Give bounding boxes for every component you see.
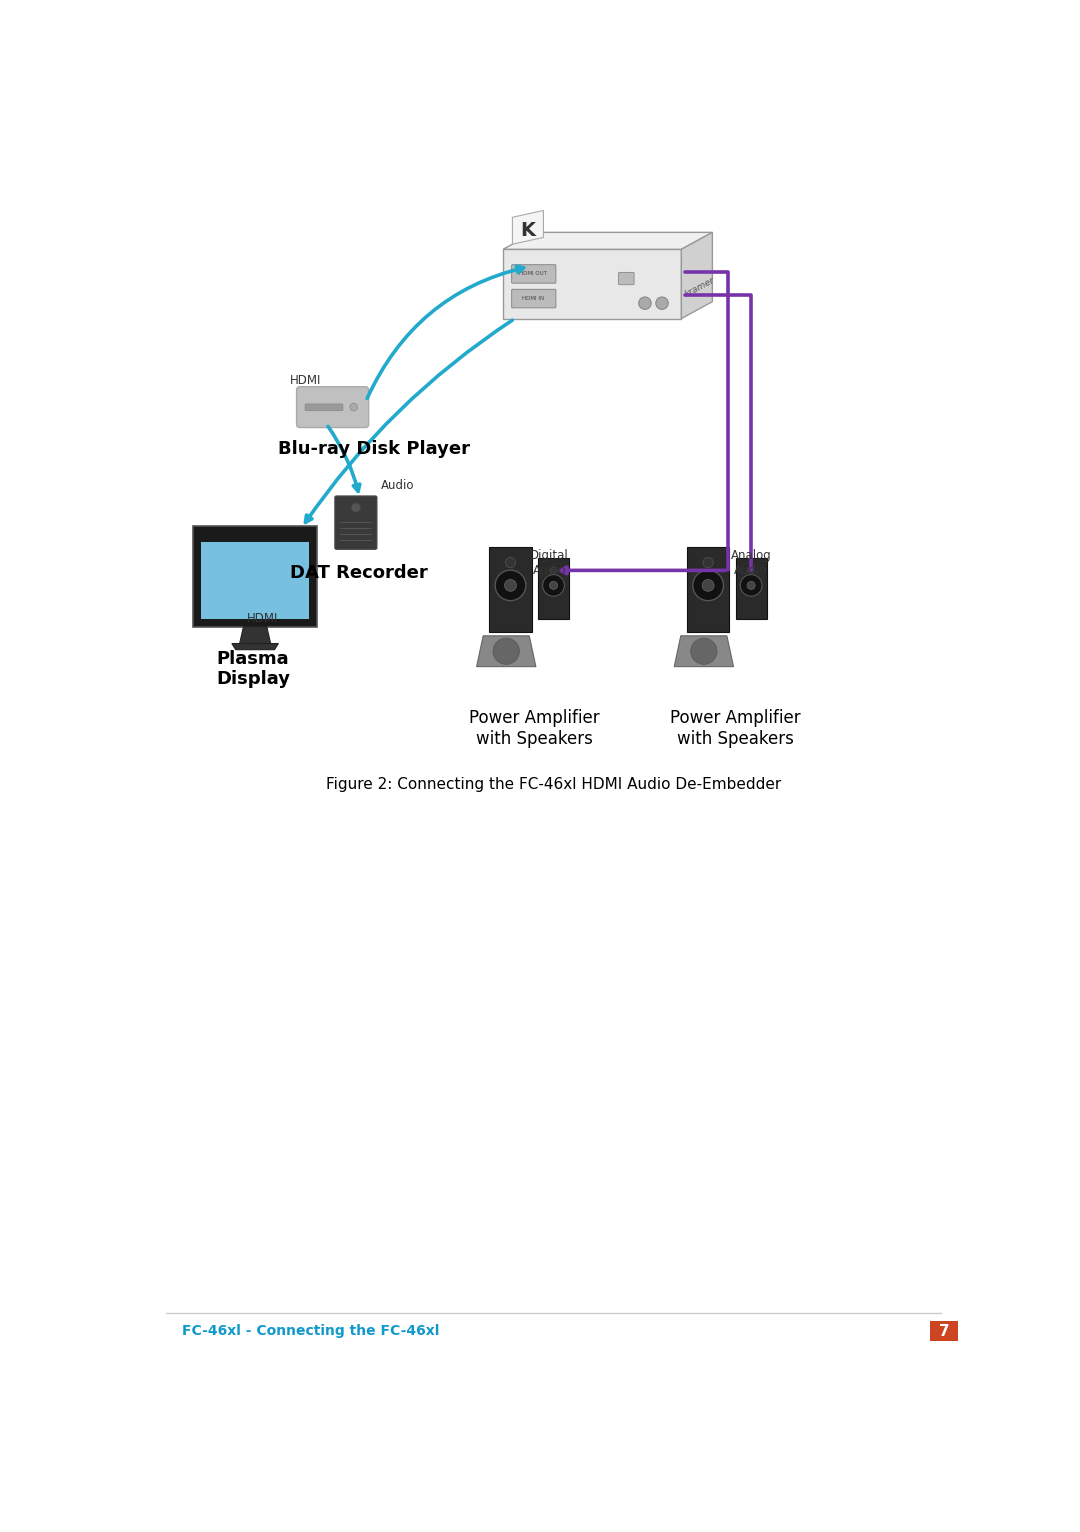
- Circle shape: [351, 502, 361, 512]
- Text: Analog
Audio: Analog Audio: [731, 548, 771, 576]
- Polygon shape: [240, 627, 271, 643]
- Polygon shape: [476, 636, 536, 666]
- Circle shape: [542, 574, 565, 596]
- Circle shape: [748, 567, 754, 573]
- Text: HDMI: HDMI: [247, 613, 279, 625]
- Polygon shape: [674, 636, 733, 666]
- Circle shape: [703, 558, 713, 568]
- FancyBboxPatch shape: [306, 404, 342, 411]
- Circle shape: [692, 570, 724, 601]
- Text: Digital
Audio: Digital Audio: [530, 548, 569, 576]
- Circle shape: [505, 558, 515, 568]
- Polygon shape: [512, 210, 543, 244]
- Polygon shape: [232, 643, 279, 650]
- Polygon shape: [503, 250, 681, 319]
- Text: HDMI IN: HDMI IN: [523, 296, 544, 302]
- Circle shape: [656, 297, 669, 309]
- Text: Blu-ray Disk Player: Blu-ray Disk Player: [279, 441, 471, 458]
- Circle shape: [550, 581, 557, 590]
- FancyBboxPatch shape: [619, 273, 634, 285]
- Text: HDMI: HDMI: [291, 374, 322, 386]
- Text: DAT Recorder: DAT Recorder: [291, 564, 428, 582]
- Circle shape: [551, 567, 556, 573]
- Polygon shape: [489, 547, 531, 633]
- Circle shape: [691, 639, 717, 665]
- Circle shape: [740, 574, 762, 596]
- Polygon shape: [681, 233, 713, 319]
- FancyBboxPatch shape: [512, 290, 556, 308]
- Circle shape: [504, 579, 516, 591]
- Circle shape: [494, 639, 519, 665]
- Text: Plasma
Display: Plasma Display: [216, 650, 291, 688]
- Text: Power Amplifier
with Speakers: Power Amplifier with Speakers: [671, 709, 801, 748]
- Polygon shape: [687, 547, 729, 633]
- FancyBboxPatch shape: [297, 386, 368, 427]
- FancyBboxPatch shape: [930, 1321, 958, 1340]
- FancyBboxPatch shape: [512, 265, 556, 283]
- Circle shape: [638, 297, 651, 309]
- FancyBboxPatch shape: [335, 496, 377, 548]
- Circle shape: [350, 403, 357, 411]
- Text: Power Amplifier
with Speakers: Power Amplifier with Speakers: [469, 709, 599, 748]
- Polygon shape: [201, 542, 309, 619]
- Text: Audio: Audio: [380, 480, 414, 492]
- Circle shape: [747, 581, 755, 590]
- Circle shape: [495, 570, 526, 601]
- Text: Figure 2: Connecting the FC-46xl HDMI Audio De-Embedder: Figure 2: Connecting the FC-46xl HDMI Au…: [326, 777, 781, 792]
- Polygon shape: [193, 527, 318, 627]
- Text: kramer: kramer: [684, 276, 716, 299]
- Polygon shape: [503, 233, 713, 250]
- Circle shape: [702, 579, 714, 591]
- Text: 7: 7: [939, 1324, 949, 1339]
- Text: K: K: [521, 221, 536, 241]
- Polygon shape: [735, 558, 767, 619]
- Text: FC-46xl - Connecting the FC-46xl: FC-46xl - Connecting the FC-46xl: [181, 1324, 438, 1337]
- Polygon shape: [538, 558, 569, 619]
- Text: HDMI OUT: HDMI OUT: [519, 271, 548, 276]
